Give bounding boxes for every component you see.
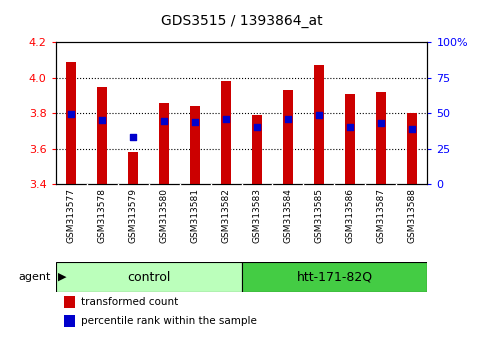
Point [67, 111, 75, 117]
Bar [128, 152, 139, 184]
Bar [344, 94, 355, 184]
Point [160, 118, 168, 124]
Bar [313, 65, 325, 184]
Text: percentile rank within the sample: percentile rank within the sample [81, 316, 257, 326]
Text: GSM313582: GSM313582 [222, 188, 230, 243]
Text: GSM313578: GSM313578 [98, 188, 107, 243]
Bar [407, 113, 417, 184]
Bar [252, 115, 262, 184]
Bar [64, 315, 75, 327]
Bar [97, 87, 107, 184]
Bar [190, 106, 200, 184]
Text: GSM313586: GSM313586 [345, 188, 355, 243]
Text: GSM313584: GSM313584 [284, 188, 293, 243]
Text: GDS3515 / 1393864_at: GDS3515 / 1393864_at [161, 14, 322, 28]
Bar [158, 103, 170, 184]
Point [346, 125, 354, 130]
Bar [242, 262, 427, 292]
Point [253, 124, 261, 129]
Text: GSM313583: GSM313583 [253, 188, 261, 243]
Text: ▶: ▶ [58, 272, 67, 282]
Text: control: control [127, 270, 170, 284]
Text: GSM313579: GSM313579 [128, 188, 138, 243]
Point [315, 112, 323, 118]
Bar [283, 90, 293, 184]
Text: GSM313581: GSM313581 [190, 188, 199, 243]
Text: htt-171-82Q: htt-171-82Q [297, 270, 372, 284]
Bar [221, 81, 231, 184]
Text: transformed count: transformed count [81, 297, 178, 307]
Point [191, 120, 199, 125]
Bar [56, 262, 242, 292]
Bar [376, 92, 386, 184]
Bar [66, 62, 76, 184]
Text: agent: agent [18, 272, 51, 282]
Text: GSM313587: GSM313587 [376, 188, 385, 243]
Point [222, 116, 230, 121]
Point [377, 120, 385, 126]
Text: GSM313580: GSM313580 [159, 188, 169, 243]
Point [98, 118, 106, 123]
Text: GSM313588: GSM313588 [408, 188, 416, 243]
Bar [64, 296, 75, 308]
Text: GSM313577: GSM313577 [67, 188, 75, 243]
Point [408, 126, 416, 132]
Point [284, 116, 292, 121]
Text: GSM313585: GSM313585 [314, 188, 324, 243]
Point [129, 134, 137, 140]
